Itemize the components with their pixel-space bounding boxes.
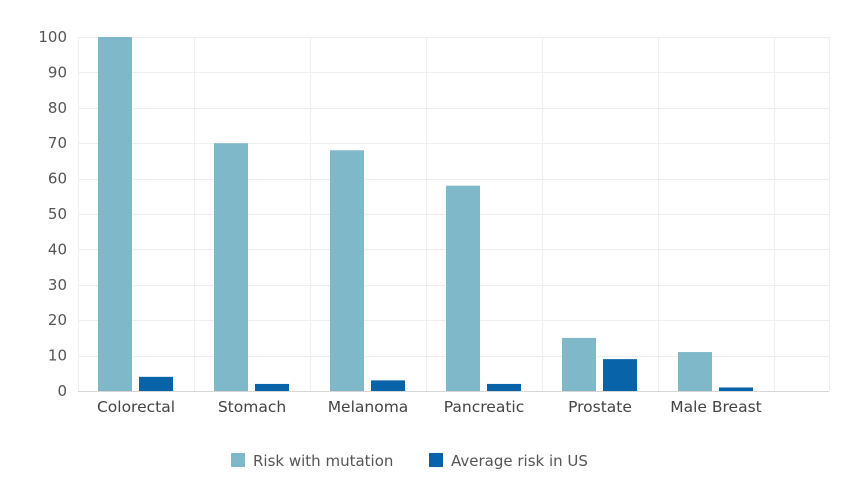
- legend-label: Average risk in US: [451, 452, 588, 470]
- x-tick-label: Melanoma: [328, 398, 409, 416]
- legend-swatch: [231, 453, 245, 467]
- y-tick-label: 10: [48, 347, 67, 365]
- x-tick-label: Prostate: [568, 398, 632, 416]
- bar-average-risk-us-melanoma[interactable]: [371, 380, 405, 391]
- bar-average-risk-us-pancreatic[interactable]: [487, 383, 521, 391]
- bar-risk-with-mutation-melanoma[interactable]: [330, 150, 364, 391]
- bar-risk-with-mutation-pancreatic[interactable]: [446, 185, 480, 391]
- x-tick-label: Male Breast: [670, 398, 762, 416]
- y-tick-label: 60: [48, 170, 67, 188]
- bar-risk-with-mutation-stomach[interactable]: [214, 143, 248, 391]
- x-axis-labels: Colorectal Stomach Melanoma Pancreatic Prost…: [97, 398, 762, 416]
- bar-average-risk-us-stomach[interactable]: [255, 383, 289, 391]
- legend-item[interactable]: Risk with mutation: [231, 452, 393, 470]
- y-tick-label: 100: [38, 28, 67, 46]
- legend-label: Risk with mutation: [253, 452, 393, 470]
- legend-swatch: [429, 453, 443, 467]
- y-tick-label: 0: [57, 382, 67, 400]
- bars: [98, 37, 753, 391]
- bar-risk-with-mutation-colorectal[interactable]: [98, 37, 132, 391]
- y-tick-label: 90: [48, 63, 67, 81]
- y-tick-label: 20: [48, 311, 67, 329]
- x-tick-label: Pancreatic: [444, 398, 524, 416]
- y-tick-label: 30: [48, 276, 67, 294]
- y-tick-label: 70: [48, 134, 67, 152]
- bar-risk-with-mutation-prostate[interactable]: [562, 337, 596, 391]
- y-tick-label: 80: [48, 99, 67, 117]
- legend-item[interactable]: Average risk in US: [429, 452, 588, 470]
- bar-average-risk-us-prostate[interactable]: [603, 359, 637, 391]
- bar-risk-with-mutation-male-breast[interactable]: [678, 352, 712, 391]
- x-tick-label: Colorectal: [97, 398, 175, 416]
- bar-average-risk-us-colorectal[interactable]: [139, 376, 173, 391]
- y-axis-ticks: 0 10 20 30 40 50 60 70 80 90 100: [38, 28, 67, 400]
- bar-average-risk-us-male-breast[interactable]: [719, 387, 753, 391]
- x-tick-label: Stomach: [218, 398, 286, 416]
- y-tick-label: 40: [48, 240, 67, 258]
- legend[interactable]: Risk with mutation Average risk in US: [231, 452, 588, 470]
- y-tick-label: 50: [48, 205, 67, 223]
